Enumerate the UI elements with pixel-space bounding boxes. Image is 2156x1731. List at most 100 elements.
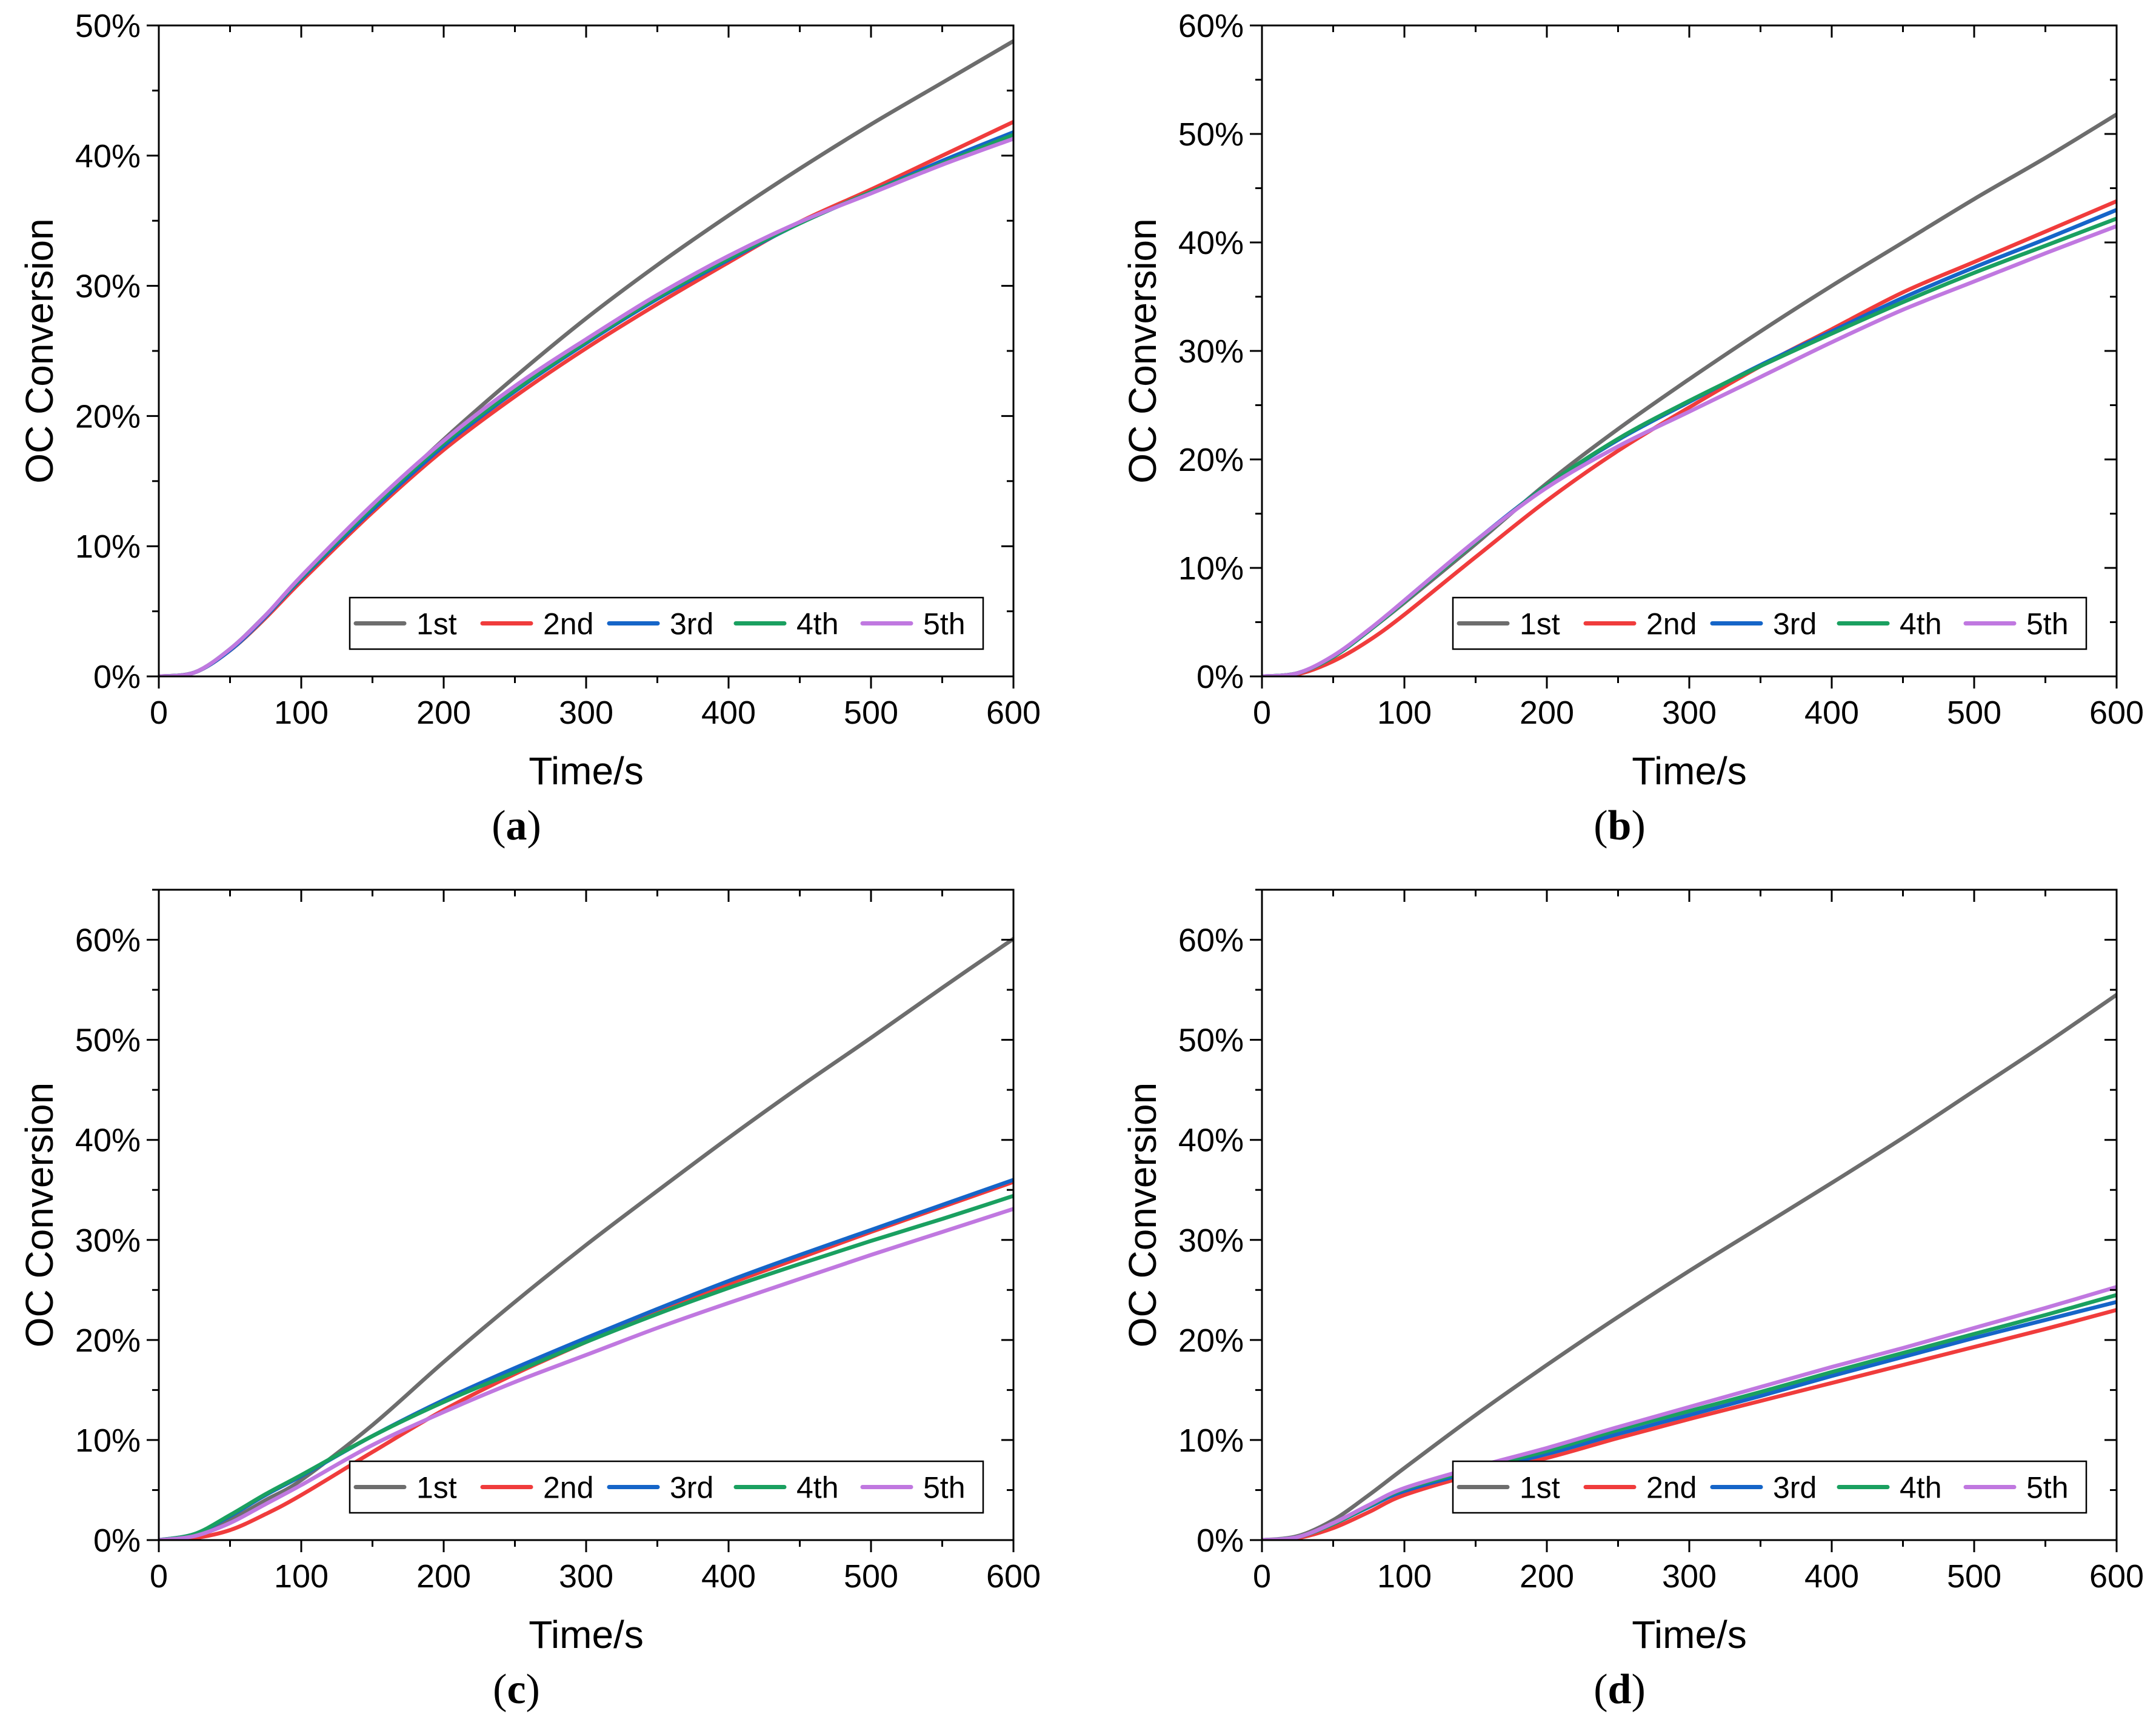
y-tick-label: 60% xyxy=(1178,922,1244,959)
y-tick-label: 40% xyxy=(1178,1122,1244,1159)
x-tick-label: 400 xyxy=(1804,695,1859,731)
x-tick-label: 200 xyxy=(416,1558,471,1595)
x-tick-label: 200 xyxy=(1520,695,1574,731)
x-tick-label: 200 xyxy=(416,695,471,731)
panel-label-paren-close: ) xyxy=(1631,802,1645,849)
series-line-1st xyxy=(159,936,1013,1540)
x-tick-label: 100 xyxy=(1377,1558,1432,1595)
legend-label-2nd: 2nd xyxy=(1646,1471,1697,1505)
panel-label-paren-close: ) xyxy=(1631,1666,1645,1713)
series-line-5th xyxy=(159,1207,1013,1540)
y-tick-label: 20% xyxy=(1178,442,1244,478)
x-tick-label: 500 xyxy=(1947,1558,2001,1595)
x-tick-label: 600 xyxy=(2089,695,2144,731)
legend: 1st 2nd 3rd 4th 5th xyxy=(349,1460,984,1514)
panel-label: (d) xyxy=(1594,1666,1646,1713)
y-tick-label: 50% xyxy=(1178,116,1244,153)
y-tick-label: 40% xyxy=(75,138,141,175)
series-lines xyxy=(1262,112,2117,676)
legend-label-1st: 1st xyxy=(1520,607,1560,641)
x-tick-label: 600 xyxy=(2089,1558,2144,1595)
legend-label-5th: 5th xyxy=(2026,607,2069,641)
x-tick-label: 300 xyxy=(559,695,613,731)
legend-label-5th: 5th xyxy=(923,1471,966,1505)
legend-label-1st: 1st xyxy=(1520,1471,1560,1505)
panel-label-paren-open: ( xyxy=(1594,1666,1607,1713)
y-tick-label: 30% xyxy=(1178,1222,1244,1259)
legend-label-2nd: 2nd xyxy=(543,607,593,641)
chart-panel-c: 0 100 200 300 400 500 600 0% 10% 20% 30% 40% 50% 60% T… xyxy=(18,889,1041,1713)
legend-label-3rd: 3rd xyxy=(670,1471,713,1505)
x-tick-label: 100 xyxy=(274,1558,329,1595)
y-tick-label: 40% xyxy=(1178,225,1244,261)
legend: 1st 2nd 3rd 4th 5th xyxy=(1452,596,2088,650)
y-tick-label: 20% xyxy=(75,398,141,435)
x-tick-label: 100 xyxy=(274,695,329,731)
panel-label-paren-open: ( xyxy=(492,802,506,849)
panel-label-paren-open: ( xyxy=(1594,802,1607,849)
x-tick-label: 500 xyxy=(844,1558,898,1595)
legend-label-5th: 5th xyxy=(2026,1471,2069,1505)
x-tick-label: 300 xyxy=(559,1558,613,1595)
series-lines xyxy=(1262,993,2117,1540)
x-tick-label: 0 xyxy=(150,1558,168,1595)
x-axis-label: Time/s xyxy=(1632,1613,1747,1656)
x-tick-label: 400 xyxy=(1804,1558,1859,1595)
y-tick-label: 0% xyxy=(1196,659,1244,695)
y-axis-label: OC Conversion xyxy=(1121,218,1164,484)
legend-label-3rd: 3rd xyxy=(1773,1471,1817,1505)
panel-label-paren-close: ) xyxy=(526,1666,540,1713)
legend-label-1st: 1st xyxy=(416,607,457,641)
y-axis-label: OC Conversion xyxy=(18,1082,61,1348)
chart-panel-b: 0 100 200 300 400 500 600 0% 10% 20% 30% 40% 50% 60% T… xyxy=(1121,8,2144,849)
legend: 1st 2nd 3rd 4th 5th xyxy=(1452,1460,2088,1514)
panel-label: (b) xyxy=(1594,802,1646,849)
x-axis-label: Time/s xyxy=(529,749,644,793)
y-tick-label: 0% xyxy=(1196,1523,1244,1559)
legend: 1st 2nd 3rd 4th 5th xyxy=(349,596,984,650)
x-tick-label: 0 xyxy=(1253,695,1271,731)
panel-label: (c) xyxy=(493,1666,540,1713)
panel-label-letter: a xyxy=(506,802,527,849)
legend-label-1st: 1st xyxy=(416,1471,457,1505)
panel-label-letter: b xyxy=(1608,802,1632,849)
panel-label: (a) xyxy=(492,802,541,849)
series-line-2nd xyxy=(1262,1308,2117,1540)
y-tick-label: 50% xyxy=(1178,1022,1244,1059)
x-tick-label: 400 xyxy=(701,1558,756,1595)
y-tick-label: 10% xyxy=(1178,1422,1244,1459)
legend-label-4th: 4th xyxy=(1900,607,1942,641)
y-axis-label: OC Conversion xyxy=(18,218,61,484)
series-line-5th xyxy=(1262,1285,2117,1540)
y-tick-label: 30% xyxy=(75,1222,141,1259)
series-line-1st xyxy=(1262,993,2117,1540)
x-tick-label: 600 xyxy=(986,695,1041,731)
y-tick-label: 0% xyxy=(93,659,141,695)
series-lines xyxy=(159,39,1013,676)
y-tick-label: 50% xyxy=(75,8,141,44)
legend-label-4th: 4th xyxy=(1900,1471,1942,1505)
x-tick-label: 400 xyxy=(701,695,756,731)
legend-label-3rd: 3rd xyxy=(1773,607,1817,641)
legend-label-3rd: 3rd xyxy=(670,607,713,641)
x-tick-label: 500 xyxy=(1947,695,2001,731)
y-tick-label: 60% xyxy=(75,922,141,959)
x-tick-label: 100 xyxy=(1377,695,1432,731)
x-tick-label: 600 xyxy=(986,1558,1041,1595)
panel-label-paren-close: ) xyxy=(527,802,541,849)
y-tick-label: 40% xyxy=(75,1122,141,1159)
panel-label-letter: c xyxy=(507,1666,526,1713)
legend-label-4th: 4th xyxy=(796,607,839,641)
panel-label-paren-open: ( xyxy=(493,1666,507,1713)
series-lines xyxy=(159,936,1013,1540)
y-tick-label: 20% xyxy=(75,1322,141,1359)
chart-panel-a: 0 100 200 300 400 500 600 0% 10% 20% 30% 40% 50% Time… xyxy=(18,8,1041,849)
legend-label-5th: 5th xyxy=(923,607,966,641)
x-tick-label: 200 xyxy=(1520,1558,1574,1595)
x-tick-label: 0 xyxy=(1253,1558,1271,1595)
series-line-4th xyxy=(159,1193,1013,1540)
x-tick-label: 300 xyxy=(1662,1558,1717,1595)
y-tick-label: 20% xyxy=(1178,1322,1244,1359)
x-tick-label: 500 xyxy=(844,695,898,731)
